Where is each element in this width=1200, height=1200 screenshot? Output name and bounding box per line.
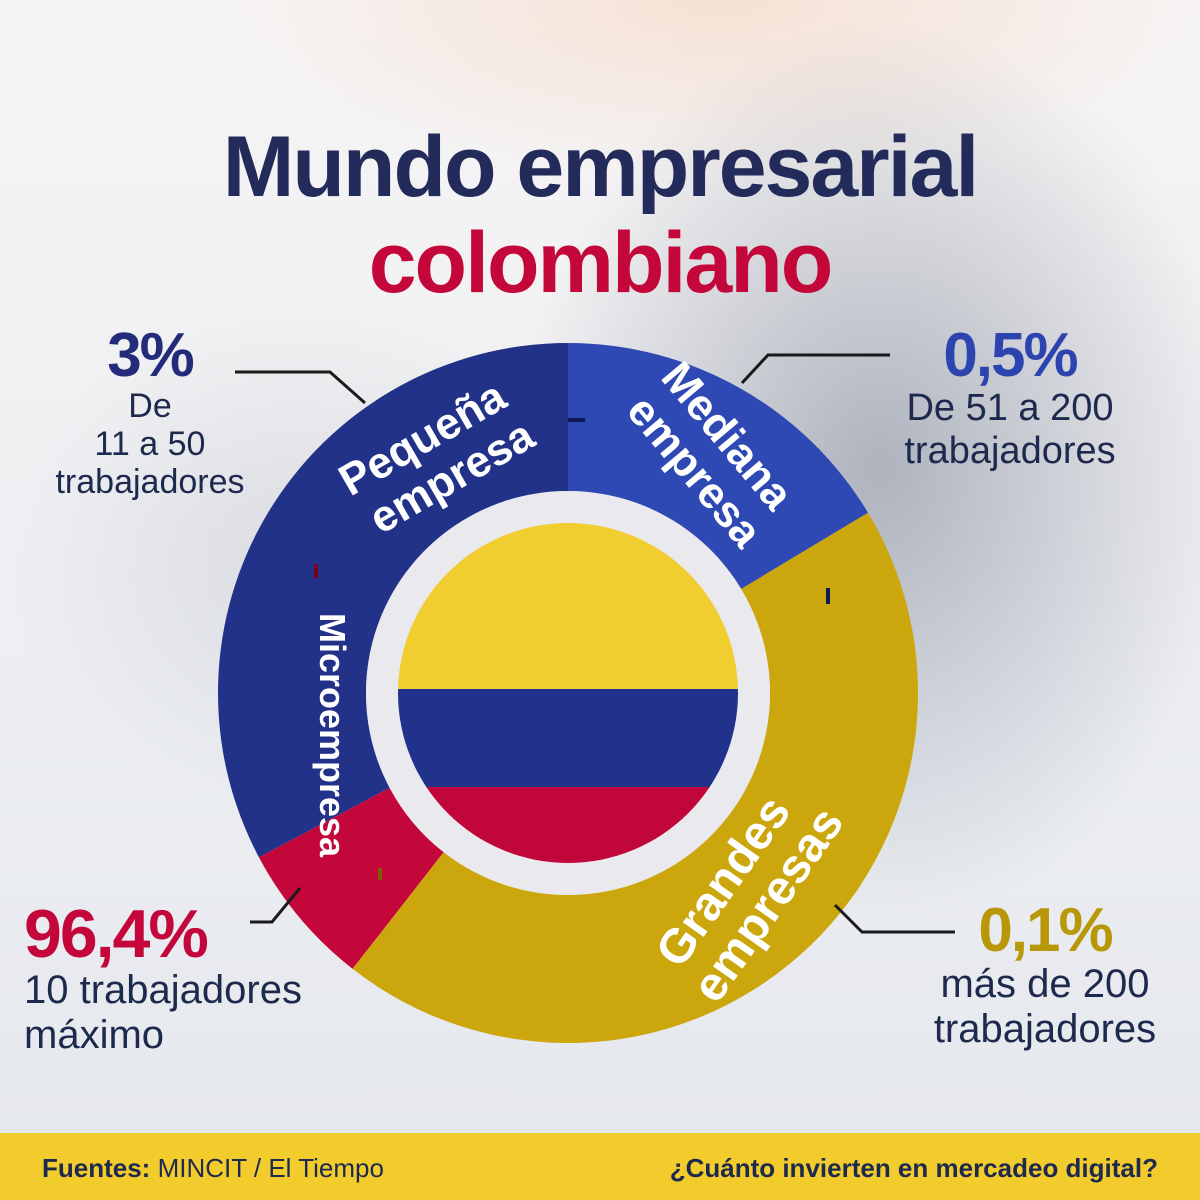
footer-bar: Fuentes: MINCIT / El Tiempo ¿Cuánto invi… [0, 1133, 1200, 1200]
callout-line-medium [740, 353, 890, 385]
page-subtitle: colombiano [368, 215, 834, 311]
footer-question: ¿Cuánto invierten en mercadeo digital? [669, 1153, 1158, 1183]
desc-medium-2: trabajadores [904, 429, 1116, 472]
desc-large-2: trabajadores [933, 1006, 1157, 1051]
page-title: Mundo empresarial [222, 119, 980, 215]
desc-micro-2: máximo [24, 1012, 165, 1057]
footer-sources: Fuentes: MINCIT / El Tiempo [42, 1153, 384, 1184]
percent-small: 3% [107, 321, 195, 390]
percent-medium: 0,5% [943, 321, 1078, 390]
segment-large [352, 512, 918, 1043]
desc-small-3: trabajadores [55, 463, 245, 502]
desc-small-1: De [128, 387, 172, 425]
segment-label-micro: Microempresa [312, 613, 353, 858]
callout-medium-business: 0,5% De 51 a 200 trabajadores [860, 325, 1160, 472]
percent-large: 0,1% [978, 896, 1113, 965]
callout-line-small [235, 370, 366, 405]
callout-small-business: 3% De 11 a 50 trabajadores [20, 321, 280, 502]
segment-medium [568, 343, 869, 589]
segment-micro [258, 787, 444, 969]
segment-arrows [314, 418, 830, 880]
callout-large-business: 0,1% más de 200 trabajadores [900, 900, 1190, 1052]
callout-lines [235, 353, 955, 934]
desc-small-2: 11 a 50 [94, 425, 206, 464]
sources-value: MINCIT / El Tiempo [157, 1153, 384, 1183]
percent-micro: 96,4% [24, 896, 209, 972]
callout-micro-business: 96,4% 10 trabajadores máximo [24, 900, 364, 1058]
callout-line-large [833, 903, 955, 934]
desc-medium-1: De 51 a 200 [906, 387, 1114, 429]
sources-label: Fuentes: [42, 1153, 151, 1183]
desc-large-1: más de 200 [940, 962, 1150, 1006]
donut-segments [217, 343, 918, 1043]
desc-micro-1: 10 trabajadores [24, 968, 302, 1012]
segment-small [217, 343, 568, 858]
callout-line-micro [250, 887, 302, 924]
